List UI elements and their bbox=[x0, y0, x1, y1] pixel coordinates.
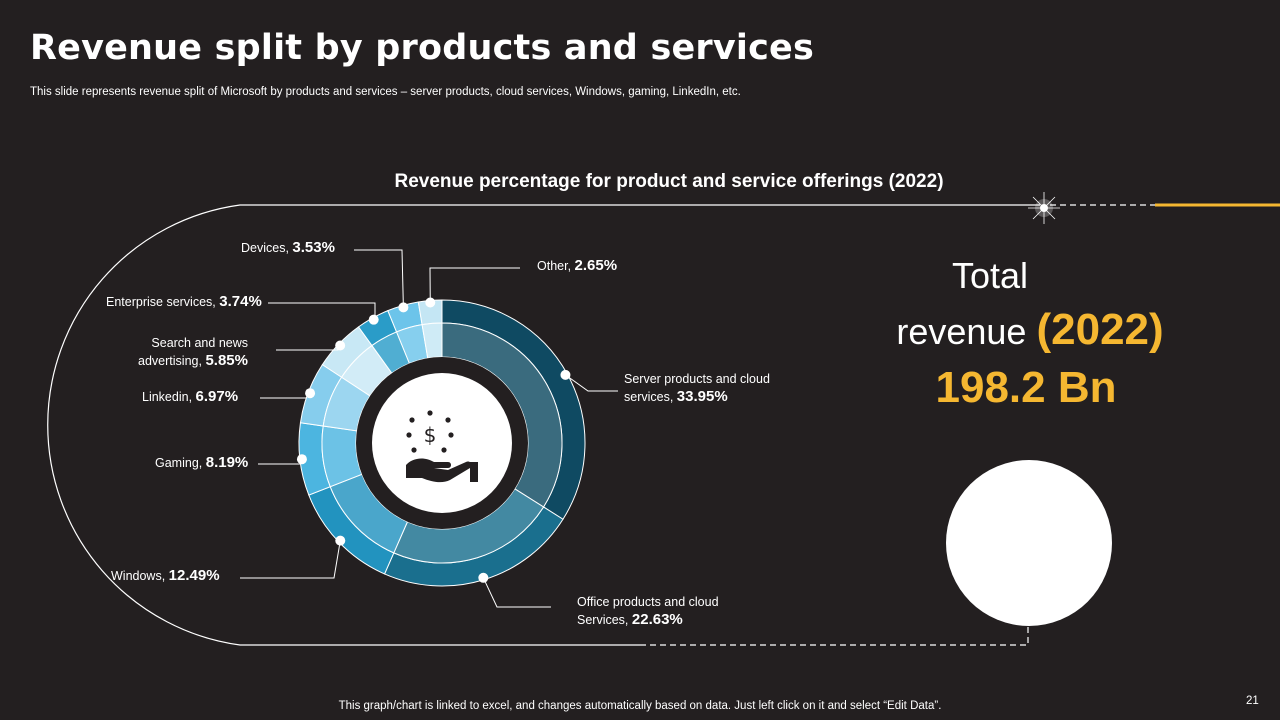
leader-search-and-news-advertising bbox=[276, 345, 341, 351]
name-enterprise-services: Enterprise services, bbox=[106, 295, 216, 309]
chart-title: Revenue percentage for product and servi… bbox=[394, 171, 944, 192]
name-other: Other, bbox=[537, 259, 572, 273]
svg-text:$: $ bbox=[424, 423, 437, 447]
slide-subtitle: This slide represents revenue split of M… bbox=[30, 86, 741, 98]
label-windows: Windows, 12.49% bbox=[111, 567, 220, 585]
leader-enterprise-services bbox=[268, 302, 376, 320]
leader-gaming bbox=[258, 459, 303, 465]
leader-dot-search-and-news-advertising bbox=[335, 340, 346, 351]
label-linkedin: Linkedin, 6.97% bbox=[142, 388, 238, 406]
name-windows: Windows, bbox=[111, 569, 166, 583]
leader-dot-enterprise-services bbox=[368, 314, 379, 325]
label-other: Other, 2.65% bbox=[537, 257, 617, 275]
leader-server-products-and-cloud-services bbox=[565, 374, 618, 392]
value-enterprise-services: 3.74% bbox=[219, 293, 262, 310]
total-revenue-block: Total revenue (2022) 198.2 Bn bbox=[870, 252, 1190, 414]
name-search-news-line2: advertising, bbox=[138, 354, 202, 368]
label-server-products: Server products and cloud services, 33.9… bbox=[624, 372, 770, 405]
footer-note: This graph/chart is linked to excel, and… bbox=[338, 700, 942, 712]
label-search-news: Search and news advertising, 5.85% bbox=[120, 334, 248, 370]
value-gaming: 8.19% bbox=[205, 454, 249, 471]
money-bag-circle bbox=[946, 460, 1112, 626]
leader-dot-gaming bbox=[296, 454, 307, 465]
value-office-products: 22.63% bbox=[631, 611, 683, 628]
leader-office-products-and-cloud-services bbox=[482, 577, 551, 608]
total-label-line1: Total bbox=[951, 255, 1029, 296]
donut-inner-ring bbox=[321, 322, 563, 564]
leader-dot-windows bbox=[335, 535, 346, 546]
dashed-connector-bottom bbox=[640, 626, 1029, 646]
label-gaming: Gaming, 8.19% bbox=[155, 454, 248, 472]
name-linkedin: Linkedin, bbox=[142, 390, 193, 404]
total-label-line2: revenue bbox=[896, 311, 1027, 352]
label-office-products: Office products and cloud Services, 22.6… bbox=[577, 595, 719, 628]
leader-dot-other bbox=[425, 297, 436, 308]
leader-dot-linkedin bbox=[305, 388, 316, 399]
name-search-news-line1: Search and news bbox=[151, 336, 248, 350]
leader-dot-server-products-and-cloud-services bbox=[560, 369, 571, 380]
leader-devices bbox=[354, 249, 404, 308]
value-search-news: 5.85% bbox=[205, 352, 248, 369]
value-devices: 3.53% bbox=[292, 239, 335, 256]
value-windows: 12.49% bbox=[168, 567, 220, 584]
total-year: (2022) bbox=[1036, 305, 1164, 354]
name-devices: Devices, bbox=[241, 241, 289, 255]
label-devices: Devices, 3.53% bbox=[241, 239, 335, 257]
leader-windows bbox=[240, 540, 341, 579]
decorative-arc bbox=[47, 204, 1040, 646]
leader-other bbox=[429, 267, 520, 303]
leader-dot-devices bbox=[398, 302, 409, 313]
value-server-products: 33.95% bbox=[676, 388, 728, 405]
donut-center bbox=[372, 373, 512, 513]
label-enterprise-services: Enterprise services, 3.74% bbox=[106, 293, 262, 311]
leader-linkedin bbox=[260, 392, 311, 399]
name-gaming: Gaming, bbox=[155, 456, 203, 470]
leader-lines bbox=[240, 249, 618, 608]
value-other: 2.65% bbox=[574, 257, 618, 274]
leader-dot-office-products-and-cloud-services bbox=[478, 572, 489, 583]
value-linkedin: 6.97% bbox=[195, 388, 239, 405]
sparkle-icon bbox=[1028, 192, 1060, 224]
page-number: 21 bbox=[1246, 695, 1259, 707]
slide-title: Revenue split by products and services bbox=[30, 28, 815, 68]
total-revenue-value: 198.2 Bn bbox=[935, 363, 1117, 412]
money-hand-icon: $ bbox=[406, 410, 478, 483]
